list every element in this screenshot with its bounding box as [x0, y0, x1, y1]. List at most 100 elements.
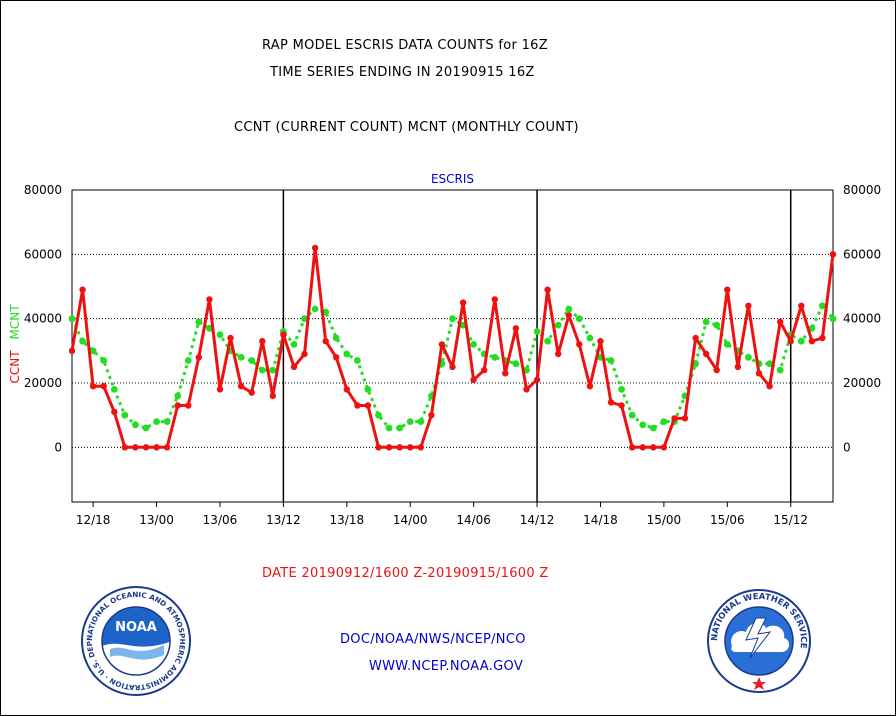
x-tick-label: 14/00 [393, 513, 428, 527]
y-tick-label-left: 0 [54, 440, 62, 454]
data-point-ccnt [174, 402, 181, 409]
data-point-ccnt [407, 444, 414, 451]
data-point-ccnt [311, 244, 319, 252]
data-point-ccnt [142, 444, 150, 451]
data-point-mcnt [607, 357, 615, 364]
data-point-ccnt [586, 383, 594, 390]
data-point-ccnt [724, 286, 731, 293]
data-point-ccnt [385, 444, 393, 451]
data-point-ccnt [195, 354, 202, 361]
data-point-mcnt [660, 418, 668, 425]
x-tick-label: 13/00 [139, 513, 174, 527]
data-point-mcnt [142, 424, 150, 432]
data-point-mcnt [776, 366, 784, 374]
data-point-ccnt [565, 312, 572, 319]
data-point-ccnt [354, 402, 361, 409]
data-point-mcnt [533, 328, 541, 335]
data-point-ccnt [269, 392, 276, 400]
x-tick-label: 13/18 [330, 513, 365, 527]
x-tick-label: 13/12 [266, 513, 301, 527]
data-point-ccnt [660, 444, 668, 451]
data-point-ccnt [597, 338, 604, 345]
data-point-mcnt [163, 418, 171, 425]
data-point-mcnt [808, 324, 816, 332]
data-point-ccnt [322, 338, 329, 345]
data-point-mcnt [723, 341, 731, 348]
x-tick-label: 15/12 [773, 513, 808, 527]
data-point-ccnt [290, 363, 298, 371]
data-point-mcnt [745, 353, 752, 361]
data-point-mcnt [491, 353, 499, 361]
data-point-ccnt [438, 341, 446, 348]
data-point-ccnt [829, 251, 837, 258]
y-tick-label-right: 40000 [843, 312, 881, 326]
data-point-mcnt [364, 386, 372, 393]
noaa-center-text: NOAA [115, 620, 157, 635]
data-point-ccnt [755, 370, 763, 377]
data-point-ccnt [163, 444, 171, 451]
data-point-ccnt [132, 444, 139, 451]
data-point-ccnt [259, 338, 266, 345]
data-point-mcnt [121, 411, 129, 419]
data-point-ccnt [396, 444, 403, 451]
data-point-ccnt [512, 325, 520, 332]
data-point-mcnt [79, 337, 86, 345]
data-point-ccnt [111, 408, 118, 416]
data-point-mcnt [618, 386, 625, 393]
data-point-ccnt [555, 350, 562, 358]
data-point-ccnt [343, 386, 350, 393]
data-point-ccnt [333, 354, 340, 361]
y-tick-label-right: 60000 [843, 247, 881, 261]
data-point-mcnt [819, 302, 826, 310]
date-range-label: DATE 20190912/1600 Z-20190915/1600 Z [262, 566, 549, 581]
data-point-ccnt [607, 399, 615, 406]
x-tick-label: 14/18 [583, 513, 618, 527]
data-point-mcnt [829, 315, 837, 323]
chart-title: ESCRIS [431, 172, 474, 186]
header-line-3: CCNT (CURRENT COUNT) MCNT (MONTHLY COUNT… [234, 120, 579, 135]
data-point-mcnt [449, 315, 456, 323]
header-line-2: TIME SERIES ENDING IN 20190915 16Z [270, 65, 535, 80]
data-point-mcnt [766, 360, 773, 368]
data-point-ccnt [766, 383, 773, 390]
data-point-ccnt [79, 286, 86, 293]
data-point-mcnt [110, 386, 118, 393]
data-point-ccnt [681, 415, 689, 422]
data-point-mcnt [248, 357, 256, 364]
data-point-mcnt [417, 418, 425, 425]
data-point-ccnt [100, 383, 107, 390]
data-point-ccnt [777, 318, 784, 326]
data-point-mcnt [343, 350, 351, 358]
data-point-ccnt [481, 366, 488, 374]
header-line-1: RAP MODEL ESCRIS DATA COUNTS for 16Z [262, 38, 548, 53]
data-point-ccnt [121, 444, 128, 451]
data-point-ccnt [185, 402, 192, 409]
data-point-ccnt [734, 363, 742, 371]
x-tick-label: 12/18 [76, 513, 111, 527]
data-point-ccnt [502, 370, 509, 377]
data-point-ccnt [639, 444, 646, 451]
data-point-mcnt [628, 411, 636, 419]
y-tick-label-right: 20000 [843, 376, 881, 390]
data-point-mcnt [332, 334, 340, 342]
data-point-mcnt [184, 357, 192, 364]
data-point-ccnt [576, 341, 583, 348]
url-label: WWW.NCEP.NOAA.GOV [369, 659, 524, 674]
data-point-mcnt [554, 321, 562, 329]
y-tick-label-right: 0 [843, 440, 851, 454]
data-point-ccnt [227, 334, 234, 342]
data-point-ccnt [301, 350, 308, 358]
data-point-mcnt [290, 341, 298, 348]
data-point-ccnt [819, 334, 826, 342]
noaa-logo: NATIONAL OCEANIC AND ATMOSPHERIC ADMINIS… [80, 585, 191, 696]
data-point-ccnt [237, 383, 245, 390]
data-point-mcnt [311, 305, 319, 313]
data-point-ccnt [206, 296, 213, 303]
data-point-mcnt [375, 411, 382, 419]
data-point-mcnt [269, 366, 277, 374]
data-point-ccnt [808, 338, 816, 345]
y-tick-label-left: 80000 [24, 183, 62, 197]
data-point-ccnt [544, 286, 551, 293]
data-point-ccnt [470, 376, 477, 383]
